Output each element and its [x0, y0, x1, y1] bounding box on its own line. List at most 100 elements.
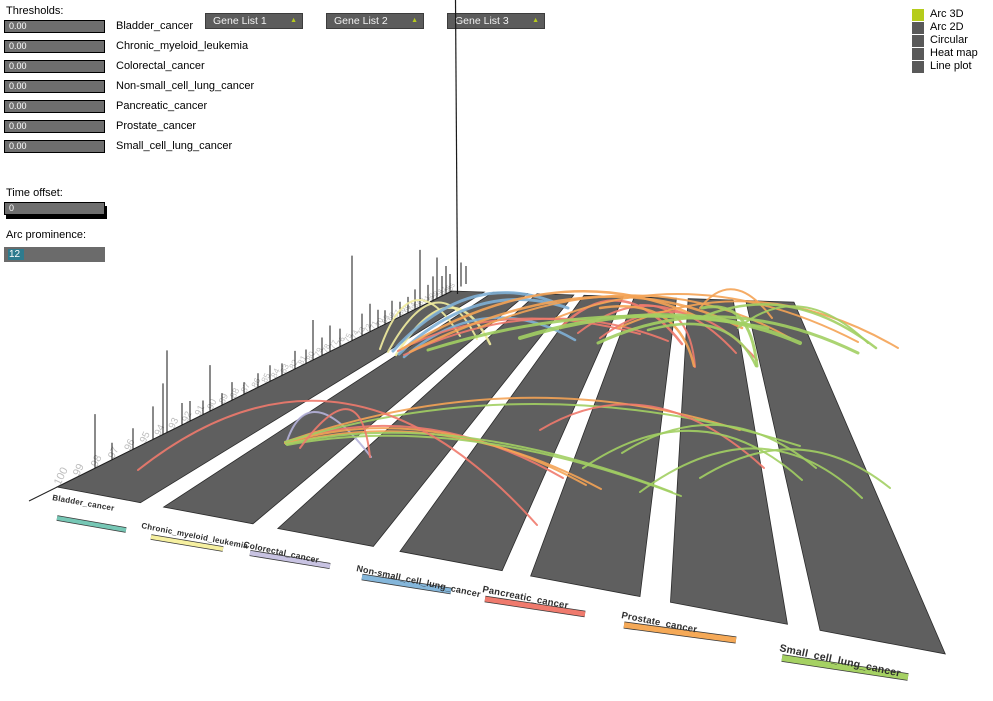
lane-chronic_myeloid_leukemia[interactable]: [162, 291, 529, 525]
lane-pancreatic_cancer[interactable]: [530, 296, 677, 598]
gene-arc: [477, 294, 791, 339]
threshold-slider-0[interactable]: 0.00: [4, 20, 105, 33]
axis-tick-number: 76: [335, 335, 347, 347]
lane-bar-outline: [249, 549, 331, 570]
threshold-label: Pancreatic_cancer: [116, 100, 208, 112]
axis-tick-number: 84: [269, 366, 282, 379]
threshold-label: Small_cell_lung_cancer: [116, 140, 233, 152]
axis-tick-number: 67: [391, 309, 402, 320]
lane-label: Bladder_cancer: [52, 493, 115, 513]
axis-tick-number: 98: [89, 453, 105, 469]
axis-tick-number: 89: [217, 392, 230, 405]
axis-tick-number: 56: [444, 284, 454, 294]
lane-color-bar: [56, 516, 127, 532]
gene-arc: [596, 315, 860, 355]
gene-arc: [558, 299, 684, 346]
lane-bar-outline: [623, 621, 737, 644]
lane-bladder_cancer[interactable]: [55, 290, 486, 504]
axis-tick-number: 55: [448, 282, 458, 292]
view-mode-swatch: [912, 35, 924, 47]
arc-prominence-slider[interactable]: 12: [4, 247, 105, 262]
lane-color-bar: [361, 574, 452, 594]
axis-tick-number: 86: [249, 376, 262, 389]
threshold-value: 0.00: [9, 121, 27, 131]
threshold-label: Chronic_myeloid_leukemia: [116, 40, 249, 52]
lane-color-bar: [249, 550, 331, 569]
axis-tick-number: 71: [368, 319, 380, 330]
axis-tick-number: 94: [153, 422, 168, 437]
gene-arc: [137, 399, 538, 526]
axis-tick-number: 62: [417, 297, 427, 307]
view-mode-label: Arc 3D: [930, 8, 964, 20]
threshold-slider-1[interactable]: 0.00: [4, 40, 105, 53]
axis-tick-number: 68: [385, 311, 397, 322]
gene-arc: [285, 431, 673, 493]
gene-arc: [555, 293, 859, 343]
time-offset-slider[interactable]: 0: [4, 202, 105, 215]
gene-arc: [285, 430, 602, 490]
gene-arc: [394, 306, 492, 357]
axis-tick-number: 91: [192, 403, 206, 417]
gene-list-button-label: Gene List 2: [334, 15, 388, 27]
arc-prominence-value: 12: [8, 249, 25, 260]
lane-non-small_cell_lung_cancer[interactable]: [399, 294, 624, 572]
threshold-value: 0.00: [9, 101, 27, 111]
time-offset-label: Time offset:: [6, 187, 63, 199]
gene-arc: [391, 291, 558, 353]
gene-arc: [284, 403, 801, 447]
axis-tick-number: 96: [123, 437, 138, 452]
gene-arc: [639, 303, 696, 368]
gene-arc: [577, 304, 737, 354]
lane-bar-outline: [56, 515, 127, 533]
threshold-slider-2[interactable]: 0.00: [4, 60, 105, 73]
gene-list-button-1[interactable]: Gene List 1 ▲: [205, 13, 303, 29]
time-offset-value: 0: [9, 203, 15, 213]
view-mode-swatch: [912, 48, 924, 60]
lane-color-bar: [150, 535, 224, 551]
gene-arc: [599, 310, 758, 361]
gene-arc: [299, 408, 371, 458]
axis-tick-number: 72: [362, 322, 374, 333]
axis-tick-number: 78: [320, 342, 332, 354]
axis-tick-number: 59: [431, 290, 441, 300]
tall-spike: [454, 0, 459, 295]
gene-arc: [699, 448, 891, 489]
axis-tick-number: 95: [138, 430, 153, 445]
axis-tick-number: 60: [427, 292, 437, 302]
axis-tick-number: 85: [259, 371, 272, 384]
axis-tick-number: 83: [278, 362, 291, 375]
gene-arc: [387, 301, 478, 353]
axis-tick-number: 87: [239, 381, 252, 394]
axis-tick-number: 77: [328, 339, 340, 351]
gene-list-button-3[interactable]: Gene List 3 ▲: [447, 13, 545, 29]
thresholds-title: Thresholds:: [6, 5, 64, 17]
gene-arc: [286, 434, 682, 497]
threshold-value: 0.00: [9, 21, 27, 31]
threshold-slider-3[interactable]: 0.00: [4, 80, 105, 93]
axis-tick-number: 63: [413, 299, 423, 309]
threshold-label: Prostate_cancer: [116, 120, 197, 132]
gene-arc: [285, 410, 372, 458]
lane-small_cell_lung_cancer[interactable]: [745, 300, 946, 655]
gene-arc: [397, 317, 641, 352]
gene-arc: [737, 305, 869, 344]
axis-tick-number: 66: [397, 306, 408, 317]
threshold-slider-6[interactable]: 0.00: [4, 140, 105, 153]
threshold-slider-5[interactable]: 0.00: [4, 120, 105, 133]
view-mode-label: Arc 2D: [930, 21, 964, 33]
lane-bar-outline: [781, 654, 909, 681]
threshold-label: Non-small_cell_lung_cancer: [116, 80, 255, 92]
gene-list-button-label: Gene List 3: [455, 15, 509, 27]
lane-colorectal_cancer[interactable]: [276, 293, 575, 547]
gene-arc: [379, 299, 461, 350]
gene-arc: [700, 305, 759, 368]
view-mode-swatch: [912, 61, 924, 73]
lane-prostate_cancer[interactable]: [670, 298, 788, 625]
gene-arc: [400, 290, 702, 351]
view-mode-label: Line plot: [930, 60, 972, 72]
axis-line: [28, 290, 453, 502]
gene-arc: [284, 424, 564, 479]
gene-list-button-2[interactable]: Gene List 2 ▲: [326, 13, 424, 29]
threshold-slider-4[interactable]: 0.00: [4, 100, 105, 113]
lane-color-bar: [781, 655, 909, 680]
